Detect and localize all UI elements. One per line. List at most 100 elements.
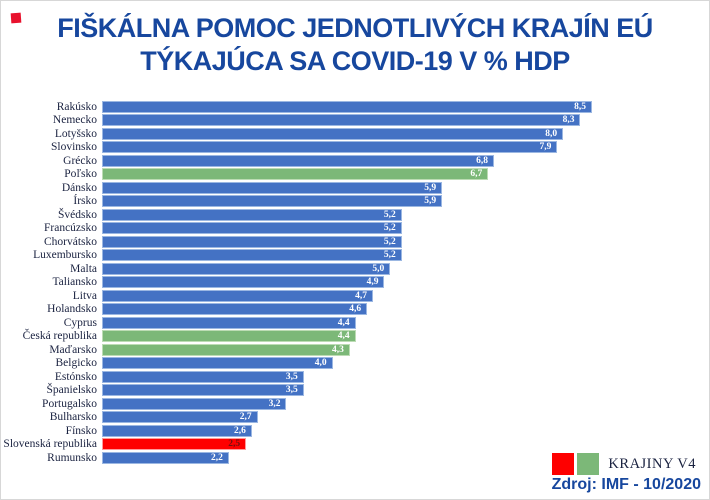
value-bar: 2,5 — [102, 438, 247, 451]
bar-track: 6,8 — [102, 154, 592, 167]
country-label: Rakúsko — [56, 100, 97, 113]
bar-value: 5,2 — [383, 250, 396, 261]
value-bar: 6,8 — [102, 154, 494, 167]
bar-track: 8,3 — [102, 114, 592, 127]
bar-value: 8,3 — [562, 115, 575, 126]
bar-value: 2,7 — [239, 412, 252, 423]
country-label: Luxembursko — [33, 249, 97, 262]
chart-row: Malta 5,0 — [1, 262, 710, 276]
value-bar: 8,0 — [102, 127, 564, 140]
chart-row: Portugalsko 3,2 — [1, 397, 710, 411]
country-label: Švédsko — [58, 208, 97, 221]
chart-legend: KRAJINY V4 — [552, 453, 696, 475]
chart-row: Maďarsko 4,3 — [1, 343, 710, 357]
bar-track: 2,2 — [102, 451, 592, 464]
bar-track: 4,4 — [102, 316, 592, 329]
bar-value: 4,6 — [349, 304, 362, 315]
bar-track: 4,9 — [102, 276, 592, 289]
bar-track: 4,6 — [102, 303, 592, 316]
chart-row: Litva 4,7 — [1, 289, 710, 303]
value-bar: 8,3 — [102, 114, 581, 127]
country-label: Francúzsko — [43, 222, 97, 235]
bar-track: 7,9 — [102, 141, 592, 154]
bar-track: 4,0 — [102, 357, 592, 370]
value-bar: 5,9 — [102, 181, 443, 194]
country-label: Malta — [70, 262, 97, 275]
chart-row: Luxembursko 5,2 — [1, 249, 710, 263]
value-bar: 2,2 — [102, 451, 229, 464]
bar-value: 5,9 — [424, 182, 437, 193]
value-bar: 5,2 — [102, 208, 402, 221]
country-label: Česká republika — [22, 330, 97, 343]
chart-row: Nemecko 8,3 — [1, 114, 710, 128]
bar-chart: Rakúsko 8,5 Nemecko 8,3 Lotyšsko 8,0 Slovinsko… — [1, 100, 710, 465]
bar-track: 3,5 — [102, 370, 592, 383]
chart-row: Slovenská republika 2,5 — [1, 438, 710, 452]
value-bar: 7,9 — [102, 141, 558, 154]
country-label: Nemecko — [52, 114, 97, 127]
chart-row: Cyprus 4,4 — [1, 316, 710, 330]
chart-row: Slovinsko 7,9 — [1, 141, 710, 155]
bar-value: 6,7 — [470, 169, 483, 180]
chart-row: Írsko 5,9 — [1, 195, 710, 209]
bar-value: 7,9 — [539, 142, 552, 153]
source-note: Zdroj: IMF - 10/2020 — [551, 476, 701, 493]
chart-row: Estónsko 3,5 — [1, 370, 710, 384]
bar-value: 4,7 — [355, 290, 367, 301]
chart-row: Poľsko 6,7 — [1, 168, 710, 182]
chart-row: Belgicko 4,0 — [1, 357, 710, 371]
bar-value: 2,6 — [234, 425, 246, 436]
chart-row: Rakúsko 8,5 — [1, 100, 710, 114]
value-bar: 8,5 — [102, 100, 592, 113]
value-bar: 4,6 — [102, 303, 368, 316]
legend-swatch-v4 — [577, 453, 600, 475]
chart-row: Rumunsko 2,2 — [1, 451, 710, 465]
bar-track: 4,7 — [102, 289, 592, 302]
bar-value: 4,4 — [337, 331, 350, 342]
country-label: Slovinsko — [50, 141, 97, 154]
country-label: Holandsko — [47, 303, 97, 316]
chart-row: Lotyšsko 8,0 — [1, 127, 710, 141]
page-title: FIŠKÁLNA POMOC JEDNOTLIVÝCH KRAJÍN EÚ TÝ… — [1, 12, 709, 78]
bar-value: 3,5 — [285, 371, 298, 382]
value-bar: 4,4 — [102, 330, 356, 343]
title-line-2: TÝKAJÚCA SA COVID-19 V % HDP — [140, 46, 570, 76]
bar-track: 2,5 — [102, 438, 592, 451]
country-label: Taliansko — [52, 276, 97, 289]
chart-row: Grécko 6,8 — [1, 154, 710, 168]
country-label: Litva — [72, 289, 97, 302]
country-label: Chorvátsko — [43, 235, 97, 248]
bar-track: 8,0 — [102, 127, 592, 140]
value-bar: 4,9 — [102, 276, 385, 289]
bar-value: 3,2 — [268, 398, 281, 409]
value-bar: 2,6 — [102, 424, 252, 437]
bar-value: 5,2 — [383, 236, 396, 247]
bar-value: 4,0 — [314, 358, 327, 369]
bar-track: 5,0 — [102, 262, 592, 275]
country-label: Lotyšsko — [54, 127, 97, 140]
chart-row: Taliansko 4,9 — [1, 276, 710, 290]
bar-track: 5,2 — [102, 208, 592, 221]
bar-track: 3,5 — [102, 384, 592, 397]
value-bar: 5,2 — [102, 235, 402, 248]
bar-track: 3,2 — [102, 397, 592, 410]
value-bar: 6,7 — [102, 168, 489, 181]
bar-value: 8,0 — [545, 128, 558, 139]
country-label: Rumunsko — [47, 451, 97, 464]
chart-row: Holandsko 4,6 — [1, 303, 710, 317]
bar-value: 5,9 — [424, 196, 437, 207]
value-bar: 5,9 — [102, 195, 443, 208]
bar-value: 6,8 — [476, 155, 488, 166]
country-label: Španielsko — [46, 384, 97, 397]
value-bar: 4,0 — [102, 357, 333, 370]
legend-label: KRAJINY V4 — [608, 455, 696, 472]
value-bar: 4,3 — [102, 343, 350, 356]
chart-row: Bulharsko 2,7 — [1, 411, 710, 425]
value-bar: 5,2 — [102, 249, 402, 262]
country-label: Fínsko — [65, 424, 97, 437]
country-label: Bulharsko — [49, 411, 97, 424]
chart-row: Francúzsko 5,2 — [1, 222, 710, 236]
bar-value: 2,2 — [210, 452, 223, 463]
country-label: Cyprus — [63, 316, 97, 329]
